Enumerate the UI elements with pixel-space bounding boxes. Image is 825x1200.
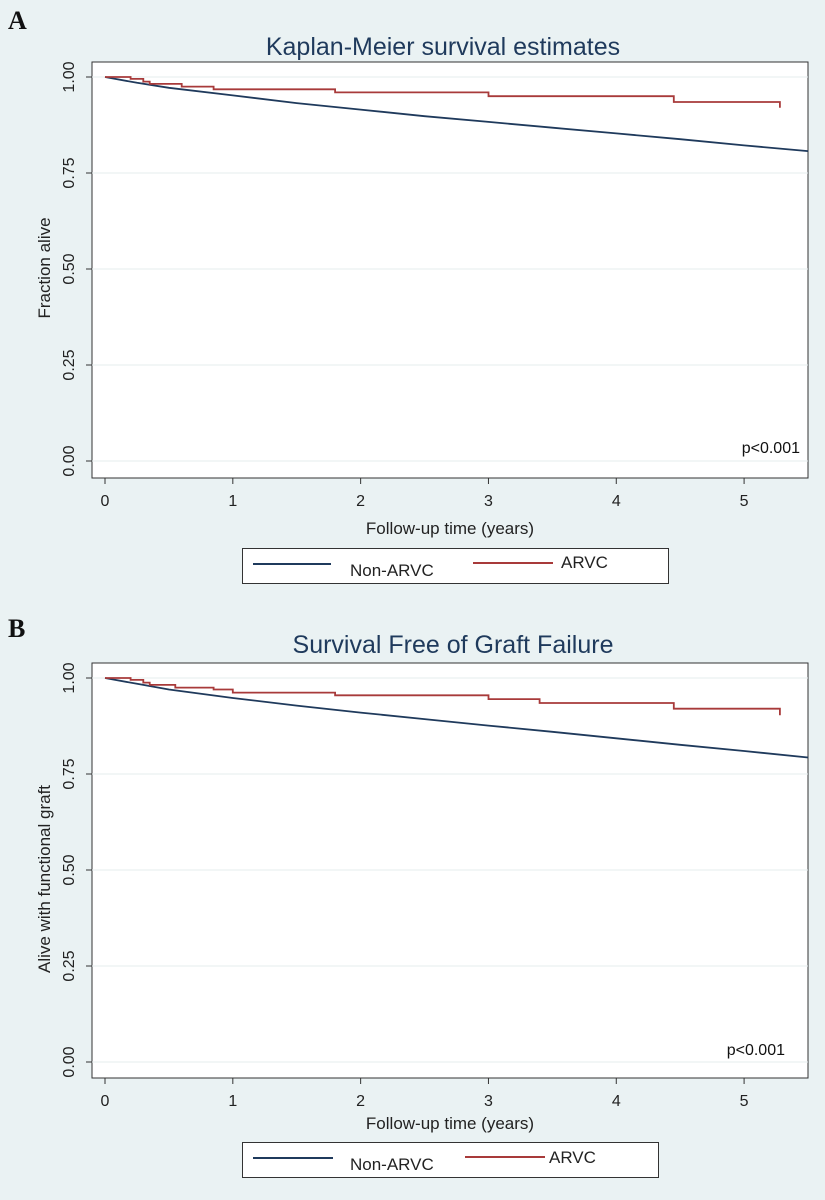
legend: Non-ARVC ARVC [242,1142,659,1178]
y-tick-label: 1.00 [61,662,78,693]
y-tick-label: 0.25 [61,349,78,380]
series-line-non-arvc [104,76,809,152]
y-tick-label: 0.00 [61,1046,78,1077]
series-line-arvc [105,76,781,108]
panel-a: A 0.00 0.25 0.50 0.75 1.00 0 1 2 3 4 5 Kaplan-Meier… [8,6,809,584]
x-tick-label: 2 [356,1093,365,1110]
p-value-annotation: p<0.001 [727,1042,785,1059]
series-line-non-arvc [104,677,809,759]
y-tick-label: 0.75 [61,758,78,789]
panel-letter: B [8,614,26,643]
y-axis-label: Fraction alive [35,217,54,318]
legend-label-non-arvc: Non-ARVC [350,561,434,580]
legend-line-non-arvc [253,563,331,565]
y-tick-label: 1.00 [61,61,78,92]
chart-title: Kaplan-Meier survival estimates [266,33,620,61]
x-tick-label: 1 [228,493,237,510]
y-tick-label: 0.00 [61,445,78,476]
km-chart-a: 0.00 0.25 0.50 0.75 1.00 0 1 2 3 4 5 Kaplan-Meier s… [35,33,809,538]
x-axis-label: Follow-up time (years) [366,519,534,538]
x-tick-label: 0 [101,1093,110,1110]
y-tick-label: 0.75 [61,157,78,188]
x-tick-label: 4 [612,493,621,510]
y-tick-label: 0.50 [61,253,78,284]
legend-line-arvc [465,1156,545,1158]
legend-line-arvc [473,562,553,564]
km-chart-b: 0.00 0.25 0.50 0.75 1.00 0 1 2 3 4 5 Survival Free … [35,631,809,1133]
x-tick-label: 4 [612,1093,621,1110]
x-tick-label: 3 [484,493,493,510]
legend-label-arvc: ARVC [549,1148,596,1167]
x-tick-label: 5 [740,1093,749,1110]
y-axis-label: Alive with functional graft [35,785,54,973]
p-value-annotation: p<0.001 [742,440,800,457]
legend: Non-ARVC ARVC [242,548,669,584]
y-tick-label: 0.25 [61,950,78,981]
series-line-arvc [105,677,781,716]
x-tick-label: 1 [228,1093,237,1110]
y-tick-label: 0.50 [61,854,78,885]
x-tick-label: 0 [101,493,110,510]
plot-area [91,61,809,479]
panel-b: B 0.00 0.25 0.50 0.75 1.00 0 1 2 3 4 5 Survival Fre… [0,600,825,1200]
x-tick-label: 5 [740,493,749,510]
panel-letter: A [8,6,27,35]
legend-label-arvc: ARVC [561,553,608,572]
legend-label-non-arvc: Non-ARVC [350,1155,434,1174]
legend-line-non-arvc [253,1157,333,1159]
chart-title: Survival Free of Graft Failure [293,631,614,659]
x-tick-label: 2 [356,493,365,510]
x-tick-label: 3 [484,1093,493,1110]
x-axis-label: Follow-up time (years) [366,1114,534,1133]
